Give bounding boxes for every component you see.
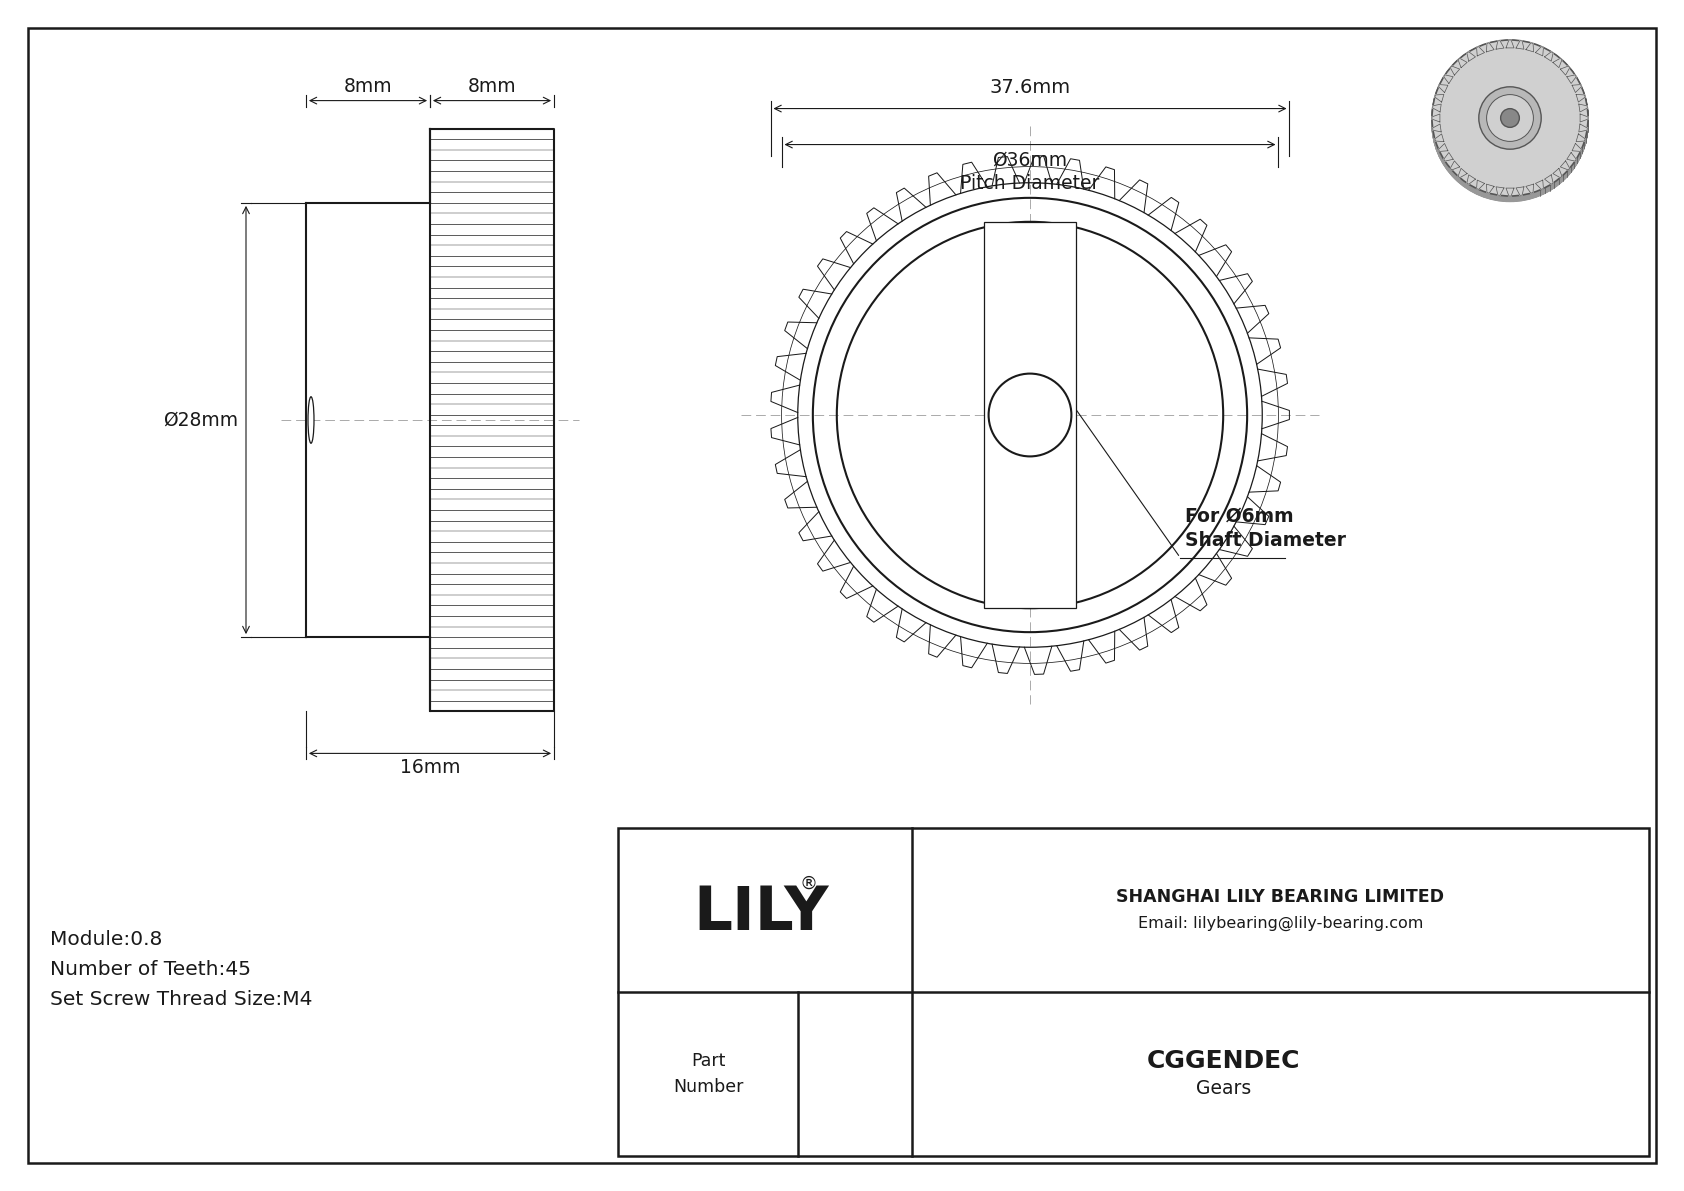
- Text: 8mm: 8mm: [468, 76, 517, 95]
- Polygon shape: [1450, 161, 1460, 170]
- Circle shape: [1487, 94, 1534, 142]
- Polygon shape: [1438, 85, 1448, 93]
- Circle shape: [1500, 108, 1519, 127]
- Circle shape: [1431, 40, 1588, 197]
- Polygon shape: [1576, 94, 1585, 102]
- Polygon shape: [1435, 133, 1443, 142]
- Circle shape: [1431, 44, 1588, 200]
- Polygon shape: [1526, 43, 1534, 52]
- Circle shape: [1431, 43, 1588, 199]
- Text: Number of Teeth:45: Number of Teeth:45: [51, 960, 251, 979]
- Text: Ø28mm: Ø28mm: [163, 411, 237, 430]
- Text: 8mm: 8mm: [344, 76, 392, 95]
- Polygon shape: [1561, 161, 1569, 170]
- Polygon shape: [1450, 66, 1460, 75]
- Circle shape: [1431, 45, 1588, 201]
- Text: Module:0.8: Module:0.8: [51, 930, 162, 949]
- Polygon shape: [1443, 75, 1453, 83]
- Polygon shape: [1467, 51, 1475, 61]
- Circle shape: [1431, 44, 1588, 200]
- Polygon shape: [1458, 168, 1467, 177]
- Circle shape: [1431, 45, 1588, 201]
- Polygon shape: [1536, 180, 1544, 189]
- Circle shape: [1431, 42, 1588, 198]
- Circle shape: [1431, 43, 1588, 199]
- Polygon shape: [1505, 40, 1514, 48]
- Text: SHANGHAI LILY BEARING LIMITED: SHANGHAI LILY BEARING LIMITED: [1116, 888, 1445, 906]
- Polygon shape: [1544, 175, 1553, 185]
- Circle shape: [1431, 40, 1588, 197]
- Polygon shape: [1495, 40, 1504, 49]
- Polygon shape: [1573, 85, 1581, 93]
- Polygon shape: [1516, 187, 1524, 195]
- Polygon shape: [1573, 143, 1581, 151]
- Polygon shape: [1458, 58, 1467, 68]
- Polygon shape: [1553, 58, 1563, 68]
- Text: CGGENDEC: CGGENDEC: [1147, 1049, 1300, 1073]
- Ellipse shape: [308, 397, 313, 443]
- Circle shape: [989, 374, 1071, 456]
- Circle shape: [1431, 40, 1588, 197]
- Polygon shape: [1544, 51, 1553, 61]
- Circle shape: [1431, 43, 1588, 199]
- Polygon shape: [1576, 133, 1585, 142]
- Text: Email: lilybearing@lily-bearing.com: Email: lilybearing@lily-bearing.com: [1138, 916, 1423, 930]
- Text: Ø36mm
Pitch Diameter: Ø36mm Pitch Diameter: [960, 150, 1100, 193]
- Polygon shape: [1495, 187, 1504, 195]
- Text: 16mm: 16mm: [399, 759, 460, 778]
- Polygon shape: [1566, 75, 1576, 83]
- Polygon shape: [1580, 124, 1588, 132]
- Polygon shape: [1516, 40, 1524, 49]
- Polygon shape: [1443, 152, 1453, 161]
- Circle shape: [1431, 44, 1588, 200]
- Polygon shape: [1435, 94, 1443, 102]
- Polygon shape: [1566, 152, 1576, 161]
- Text: 37.6mm: 37.6mm: [990, 77, 1071, 96]
- Polygon shape: [1467, 175, 1475, 185]
- Polygon shape: [1536, 46, 1544, 56]
- Polygon shape: [1553, 168, 1563, 177]
- Circle shape: [1431, 44, 1588, 200]
- Polygon shape: [1526, 185, 1534, 193]
- Circle shape: [1431, 43, 1588, 199]
- Text: Part
Number: Part Number: [674, 1052, 743, 1096]
- Polygon shape: [1487, 43, 1494, 52]
- Text: ®: ®: [800, 875, 818, 893]
- Circle shape: [1431, 45, 1588, 201]
- Circle shape: [1431, 40, 1588, 197]
- Polygon shape: [1438, 143, 1448, 151]
- Polygon shape: [1561, 66, 1569, 75]
- Circle shape: [1431, 42, 1588, 198]
- Circle shape: [1431, 42, 1588, 198]
- Polygon shape: [1487, 185, 1494, 193]
- Polygon shape: [1580, 104, 1588, 112]
- Polygon shape: [1433, 124, 1442, 132]
- Circle shape: [1431, 40, 1588, 197]
- Circle shape: [1431, 44, 1588, 200]
- Circle shape: [1479, 87, 1541, 149]
- Polygon shape: [1431, 114, 1440, 121]
- Bar: [985, 222, 1076, 609]
- Polygon shape: [1477, 180, 1485, 189]
- Polygon shape: [1433, 104, 1442, 112]
- Text: Gears: Gears: [1196, 1079, 1251, 1097]
- Text: For Ø6mm
Shaft Diameter: For Ø6mm Shaft Diameter: [1186, 506, 1346, 550]
- Circle shape: [1431, 42, 1588, 198]
- Bar: [618, 828, 1649, 1156]
- Circle shape: [1431, 45, 1588, 201]
- Polygon shape: [1505, 188, 1514, 197]
- Text: LILY: LILY: [694, 885, 829, 943]
- Polygon shape: [1477, 46, 1485, 56]
- Text: Set Screw Thread Size:M4: Set Screw Thread Size:M4: [51, 990, 313, 1009]
- Circle shape: [1431, 42, 1588, 198]
- Polygon shape: [1580, 114, 1588, 121]
